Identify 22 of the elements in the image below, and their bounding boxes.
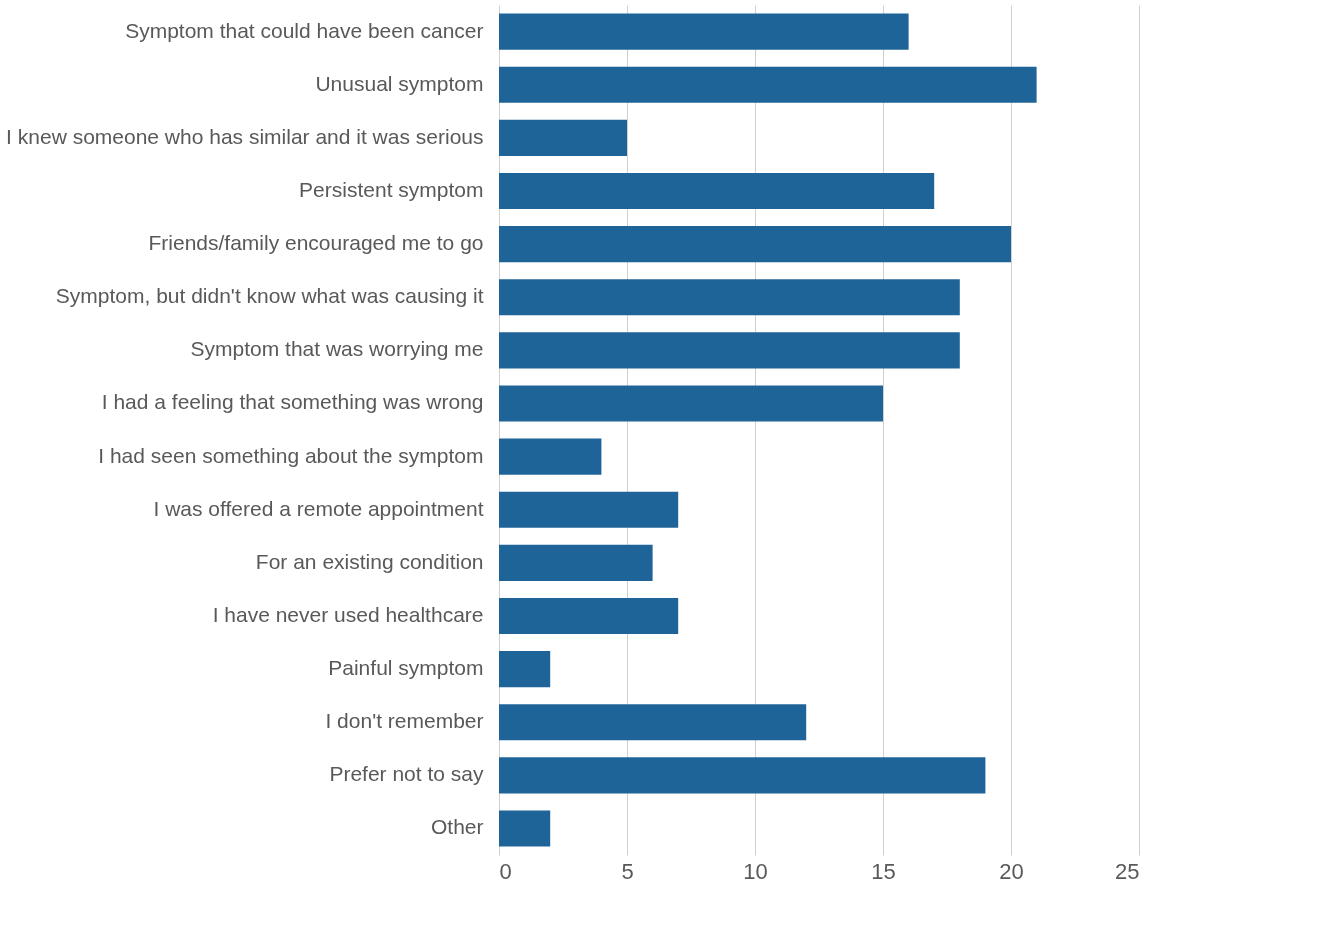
x-tick-label: 5 <box>621 858 634 884</box>
y-tick-label: Symptom that was worrying me <box>190 337 484 361</box>
x-tick-label: 25 <box>1115 858 1140 884</box>
x-tick-label: 15 <box>871 858 896 884</box>
y-tick-label: Painful symptom <box>328 656 484 680</box>
x-tick-label: 20 <box>999 858 1024 884</box>
y-tick-label: I don't remember <box>325 709 484 733</box>
y-tick-label: Symptom that could have been cancer <box>125 18 484 42</box>
y-tick-label: Unusual symptom <box>315 71 484 95</box>
y-tick-label: For an existing condition <box>255 549 484 573</box>
y-tick-label: Prefer not to say <box>329 762 484 786</box>
y-tick-label: Other <box>430 815 484 839</box>
x-tick-label: 10 <box>743 858 768 884</box>
y-tick-label: I have never used healthcare <box>212 602 484 626</box>
y-tick-label: Persistent symptom <box>299 177 484 201</box>
y-tick-label: Friends/family encouraged me to go <box>148 231 484 255</box>
y-tick-label: Symptom, but didn't know what was causing it <box>55 284 484 308</box>
y-tick-label: I had a feeling that something was wrong <box>101 390 484 414</box>
x-tick-label: 0 <box>499 858 512 884</box>
y-tick-label: I had seen something about the symptom <box>98 443 484 467</box>
y-tick-label: I knew someone who has similar and it was serious <box>6 124 484 148</box>
y-tick-label: I was offered a remote appointment <box>153 496 484 520</box>
